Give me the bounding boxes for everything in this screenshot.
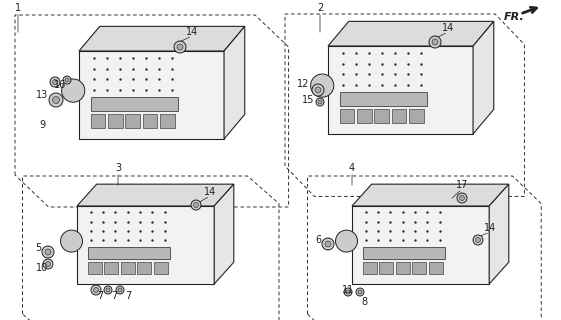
Text: 14: 14 xyxy=(186,27,198,37)
Circle shape xyxy=(194,203,199,207)
Circle shape xyxy=(53,79,57,84)
Polygon shape xyxy=(352,206,489,284)
Text: 6: 6 xyxy=(315,235,321,245)
Text: 14: 14 xyxy=(484,223,496,233)
Polygon shape xyxy=(363,246,445,259)
Text: 16: 16 xyxy=(54,80,66,90)
Circle shape xyxy=(174,41,186,53)
Polygon shape xyxy=(104,262,118,274)
Circle shape xyxy=(459,196,465,201)
Text: 4: 4 xyxy=(349,163,355,173)
Polygon shape xyxy=(88,262,102,274)
Circle shape xyxy=(45,249,51,255)
Circle shape xyxy=(316,98,324,106)
Polygon shape xyxy=(108,114,122,128)
Circle shape xyxy=(346,290,350,294)
Polygon shape xyxy=(79,26,245,51)
Circle shape xyxy=(104,286,112,294)
Polygon shape xyxy=(214,184,234,284)
Circle shape xyxy=(42,246,54,258)
Circle shape xyxy=(457,193,467,203)
Polygon shape xyxy=(328,21,494,46)
Polygon shape xyxy=(137,262,151,274)
Text: 3: 3 xyxy=(115,163,121,173)
Polygon shape xyxy=(91,97,178,111)
Text: 7: 7 xyxy=(97,291,103,301)
Polygon shape xyxy=(77,184,234,206)
Text: 14: 14 xyxy=(204,187,216,197)
Circle shape xyxy=(61,230,82,252)
Polygon shape xyxy=(363,262,376,274)
Circle shape xyxy=(94,287,99,292)
Text: 7: 7 xyxy=(111,291,117,301)
Circle shape xyxy=(476,237,481,243)
Text: 5: 5 xyxy=(35,243,41,253)
Circle shape xyxy=(322,238,334,250)
Circle shape xyxy=(50,77,60,87)
Text: 17: 17 xyxy=(456,180,468,190)
Polygon shape xyxy=(409,109,424,123)
Circle shape xyxy=(43,259,53,269)
Text: FR.: FR. xyxy=(504,12,525,22)
Circle shape xyxy=(325,241,331,247)
Text: 10: 10 xyxy=(36,263,48,273)
Circle shape xyxy=(49,93,63,107)
Polygon shape xyxy=(339,92,426,106)
Text: 15: 15 xyxy=(302,95,314,105)
Polygon shape xyxy=(339,109,354,123)
Polygon shape xyxy=(224,26,245,139)
Circle shape xyxy=(315,87,321,93)
Circle shape xyxy=(432,39,438,45)
Circle shape xyxy=(473,235,483,245)
Polygon shape xyxy=(352,184,509,206)
Text: 8: 8 xyxy=(361,297,367,307)
Circle shape xyxy=(62,79,85,102)
Polygon shape xyxy=(160,114,174,128)
Polygon shape xyxy=(392,109,406,123)
Circle shape xyxy=(63,76,71,84)
Polygon shape xyxy=(143,114,157,128)
Circle shape xyxy=(65,78,69,82)
Polygon shape xyxy=(126,114,140,128)
Text: 14: 14 xyxy=(442,23,454,33)
Circle shape xyxy=(429,36,441,48)
Polygon shape xyxy=(489,184,509,284)
Polygon shape xyxy=(79,51,224,139)
Circle shape xyxy=(118,288,122,292)
Circle shape xyxy=(344,288,352,296)
Polygon shape xyxy=(328,46,473,134)
Circle shape xyxy=(177,44,183,50)
Polygon shape xyxy=(374,109,389,123)
Circle shape xyxy=(91,285,101,295)
Circle shape xyxy=(335,230,357,252)
Circle shape xyxy=(116,286,124,294)
Polygon shape xyxy=(77,206,214,284)
Circle shape xyxy=(311,74,334,97)
Text: 12: 12 xyxy=(297,79,309,89)
Text: 2: 2 xyxy=(317,3,323,13)
Text: 1: 1 xyxy=(15,3,21,13)
Circle shape xyxy=(53,97,59,103)
Circle shape xyxy=(191,200,201,210)
Polygon shape xyxy=(473,21,494,134)
Text: 9: 9 xyxy=(39,120,45,130)
Circle shape xyxy=(318,100,322,104)
Circle shape xyxy=(106,288,110,292)
Polygon shape xyxy=(154,262,168,274)
Circle shape xyxy=(358,290,362,294)
Polygon shape xyxy=(379,262,393,274)
Text: 7: 7 xyxy=(125,291,131,301)
Circle shape xyxy=(356,288,364,296)
Text: 11: 11 xyxy=(342,285,354,295)
Circle shape xyxy=(312,84,324,96)
Polygon shape xyxy=(429,262,443,274)
Text: 13: 13 xyxy=(36,90,48,100)
Polygon shape xyxy=(412,262,426,274)
Polygon shape xyxy=(88,246,171,259)
Polygon shape xyxy=(357,109,371,123)
Polygon shape xyxy=(91,114,105,128)
Circle shape xyxy=(45,261,50,267)
Polygon shape xyxy=(121,262,135,274)
Polygon shape xyxy=(396,262,410,274)
